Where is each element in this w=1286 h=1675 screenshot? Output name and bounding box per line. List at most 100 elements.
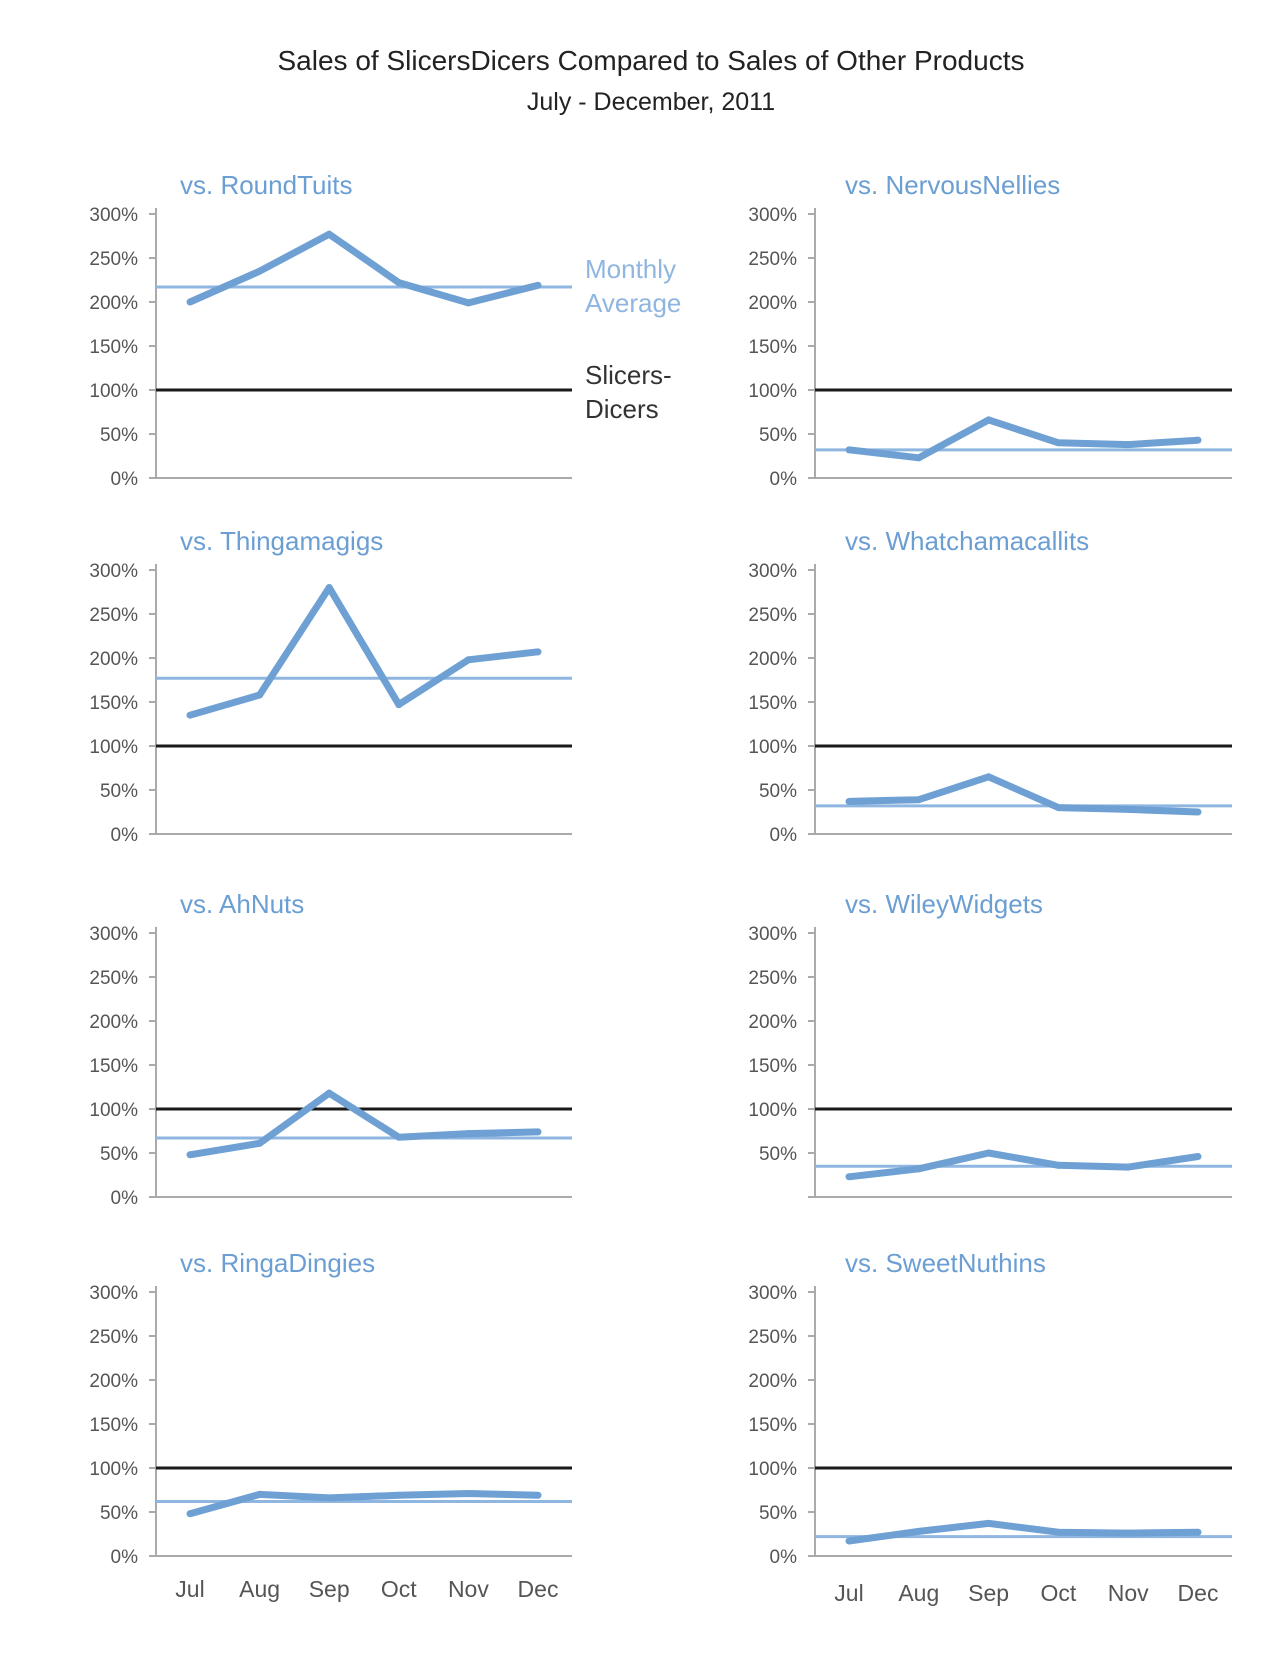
data-point xyxy=(1124,805,1132,813)
panel-2: vs. NervousNellies 0% 50% 100% 150% 200% 250% 3… xyxy=(748,170,1232,490)
series-line xyxy=(848,416,1199,462)
x-tick-label: Oct xyxy=(1041,1580,1077,1606)
data-point xyxy=(985,773,993,781)
y-tick-label: 150% xyxy=(748,1415,797,1436)
data-point xyxy=(464,656,472,664)
y-tick-label: 300% xyxy=(748,205,797,226)
y-tick-label: 150% xyxy=(89,1415,138,1436)
y-tick-label: 50% xyxy=(759,781,797,802)
y-tick-label: 150% xyxy=(748,1056,797,1077)
data-point xyxy=(325,1089,333,1097)
y-tick-label: 150% xyxy=(89,1056,138,1077)
y-tick-label: 300% xyxy=(89,1283,138,1304)
data-point xyxy=(395,701,403,709)
panel-title: vs. Whatchamacallits xyxy=(845,526,1089,556)
data-point xyxy=(395,1133,403,1141)
data-point xyxy=(845,1173,853,1181)
y-tick-label: 200% xyxy=(748,1371,797,1392)
y-tick-label: 250% xyxy=(748,605,797,626)
x-tick-label: Nov xyxy=(448,1576,489,1602)
data-point xyxy=(534,1491,542,1499)
panel-title: vs. NervousNellies xyxy=(845,170,1060,200)
x-tick-label: Aug xyxy=(239,1576,280,1602)
panel-8: vs. SweetNuthins 0% 50% 100% 150% 200% 250% 300… xyxy=(748,1248,1232,1606)
panel-3: vs. Thingamagigs 0% 50% 100% 150% 200% 250% 300… xyxy=(89,526,572,846)
y-tick-label: 250% xyxy=(89,968,138,989)
y-tick-label: 0% xyxy=(111,469,139,490)
legend: Monthly Average Slicers- Dicers xyxy=(585,254,681,424)
x-tick-label: Nov xyxy=(1108,1580,1149,1606)
data-point xyxy=(1054,1528,1062,1536)
x-tick-label: Sep xyxy=(968,1580,1009,1606)
data-point xyxy=(1054,804,1062,812)
data-point xyxy=(534,281,542,289)
y-tick-label: 300% xyxy=(748,561,797,582)
y-tick-label: 50% xyxy=(759,425,797,446)
panel-title: vs. RoundTuits xyxy=(180,170,352,200)
panel-7: vs. RingaDingies 0% 50% 100% 150% 200% 250% 300… xyxy=(89,1248,572,1602)
y-tick-label: 200% xyxy=(748,649,797,670)
x-tick-label: Dec xyxy=(1178,1580,1219,1606)
y-tick-label: 50% xyxy=(100,781,138,802)
y-tick-label: 150% xyxy=(89,337,138,358)
panel-5: vs. AhNuts 0% 50% 100% 150% 200% 250% 300% xyxy=(89,889,572,1209)
chart-subtitle: July - December, 2011 xyxy=(527,88,775,116)
data-point xyxy=(985,1149,993,1157)
y-tick-label: 250% xyxy=(89,249,138,270)
y-tick-label: 0% xyxy=(770,825,798,846)
y-tick-label: 250% xyxy=(748,968,797,989)
y-tick-label: 0% xyxy=(770,1547,798,1568)
y-tick-label: 100% xyxy=(89,1100,138,1121)
y-tick-label: 300% xyxy=(748,1283,797,1304)
y-tick-label: 0% xyxy=(770,469,798,490)
y-tick-label: 200% xyxy=(89,293,138,314)
panels-group: vs. RoundTuits0%50%100%150%200%250%300%v… xyxy=(89,170,1232,1606)
y-tick-label: 150% xyxy=(748,337,797,358)
y-tick-label: 250% xyxy=(748,1327,797,1348)
data-point xyxy=(395,279,403,287)
y-tick-label: 250% xyxy=(89,605,138,626)
series-line xyxy=(848,1519,1199,1545)
series-line xyxy=(188,230,539,307)
y-tick-label: 100% xyxy=(89,737,138,758)
x-tick-label: Jul xyxy=(175,1576,204,1602)
data-point xyxy=(1194,1528,1202,1536)
data-point xyxy=(845,1537,853,1545)
data-point xyxy=(985,416,993,424)
legend-reference-label: Dicers xyxy=(585,394,659,424)
y-tick-label: 300% xyxy=(89,924,138,945)
x-tick-label: Jul xyxy=(834,1580,863,1606)
y-tick-label: 300% xyxy=(748,924,797,945)
series-line xyxy=(848,773,1199,816)
y-tick-label: 250% xyxy=(748,249,797,270)
legend-reference-label: Slicers- xyxy=(585,360,672,390)
data-point xyxy=(325,1494,333,1502)
y-tick-label: 150% xyxy=(89,693,138,714)
panel-1: vs. RoundTuits 0% 50% 100% 150% 200% 250% 300% xyxy=(89,170,572,490)
panel-4: vs. Whatchamacallits 0% 50% 100% 150% 200% 250… xyxy=(748,526,1232,846)
data-point xyxy=(915,796,923,804)
y-tick-label: 0% xyxy=(111,825,139,846)
data-point xyxy=(256,267,264,275)
data-point xyxy=(1194,808,1202,816)
data-point xyxy=(186,711,194,719)
x-tick-label: Dec xyxy=(518,1576,559,1602)
y-tick-label: 100% xyxy=(748,737,797,758)
panel-title: vs. RingaDingies xyxy=(180,1248,375,1278)
y-tick-label: 150% xyxy=(748,693,797,714)
y-tick-label: 200% xyxy=(748,293,797,314)
y-tick-label: 0% xyxy=(111,1188,139,1209)
y-tick-label: 100% xyxy=(748,381,797,402)
y-tick-label: 200% xyxy=(89,1371,138,1392)
data-point xyxy=(534,1128,542,1136)
data-point xyxy=(325,230,333,238)
panel-title: vs. SweetNuthins xyxy=(845,1248,1046,1278)
y-tick-label: 200% xyxy=(748,1012,797,1033)
series-line xyxy=(189,1089,539,1159)
x-tick-label: Sep xyxy=(309,1576,350,1602)
y-tick-label: 50% xyxy=(100,1144,138,1165)
data-point xyxy=(915,454,923,462)
data-point xyxy=(256,691,264,699)
data-point xyxy=(1054,1161,1062,1169)
data-point xyxy=(1124,441,1132,449)
